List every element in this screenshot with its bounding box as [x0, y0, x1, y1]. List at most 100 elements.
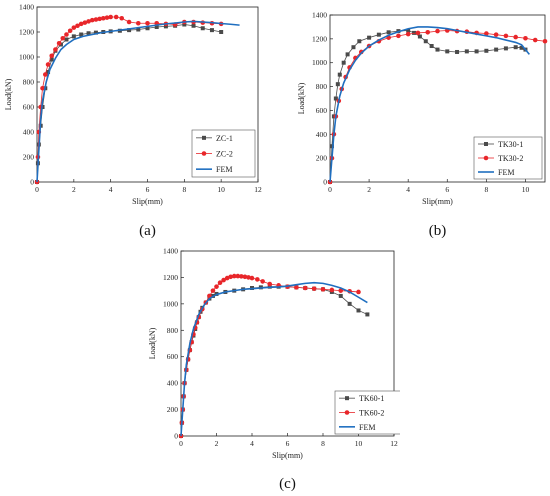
data-point	[406, 28, 411, 33]
data-point	[335, 82, 340, 87]
data-point	[239, 274, 244, 279]
x-tick-label: 6	[286, 439, 290, 448]
data-point	[182, 22, 187, 27]
data-point	[329, 144, 334, 149]
data-point	[135, 20, 141, 26]
chart-svg: 0 2 4 6 8 10 0 200 400 600 800 1000 1200 1400 Slip(mm)…	[297, 11, 548, 239]
y-tick-label: 1200	[19, 28, 34, 37]
y-tick-label: 1200	[312, 34, 327, 43]
data-point	[345, 52, 350, 57]
legend-label: ZC-2	[216, 150, 233, 159]
data-point	[64, 32, 69, 37]
data-point	[242, 274, 248, 280]
x-tick-label: 4	[406, 185, 410, 194]
data-point	[513, 45, 518, 50]
data-point	[542, 38, 548, 44]
data-point	[484, 48, 489, 53]
data-point	[423, 39, 428, 44]
x-tick-label: 10	[522, 185, 530, 194]
x-tick-label: 10	[217, 185, 225, 194]
x-tick-label: 4	[250, 439, 254, 448]
x-tick-label: 0	[179, 439, 183, 448]
data-point	[249, 275, 255, 281]
data-point	[40, 85, 45, 91]
data-point	[45, 62, 51, 67]
legend-label: FEM	[216, 165, 232, 174]
data-point	[356, 308, 361, 313]
data-point	[513, 34, 518, 40]
y-axis-label: Load(kN)	[148, 327, 157, 359]
x-axis-label: Slip(mm)	[272, 451, 303, 460]
x-tick-label: 10	[355, 439, 363, 448]
data-point	[78, 21, 84, 27]
data-point	[415, 30, 421, 36]
chart-panel-c: 0 2 4 6 8 10 12 0 200 400 600 800 1000 1200 1400 Slip(m…	[135, 243, 400, 496]
y-tick-label: 0	[30, 178, 34, 187]
data-point	[145, 26, 150, 31]
data-point	[337, 72, 342, 77]
data-point	[154, 25, 159, 29]
y-tick-label: 1000	[19, 53, 34, 62]
data-point	[294, 285, 299, 290]
series-line-fem	[329, 26, 530, 183]
data-point	[93, 30, 98, 35]
data-point	[341, 60, 346, 65]
data-point	[75, 23, 80, 29]
data-point	[64, 37, 69, 42]
data-point	[396, 33, 401, 39]
data-point	[455, 49, 460, 54]
data-point	[86, 19, 91, 24]
data-point	[224, 275, 230, 281]
legend-marker	[201, 151, 207, 156]
data-point	[163, 24, 168, 29]
data-point	[329, 287, 335, 293]
data-point	[126, 19, 132, 25]
data-point	[429, 44, 434, 49]
data-point	[464, 49, 469, 54]
y-tick-label: 800	[167, 326, 179, 335]
series-line-fem	[180, 281, 368, 437]
x-tick-label: 8	[484, 185, 488, 194]
data-point	[302, 285, 308, 291]
data-point	[221, 277, 226, 283]
data-point	[42, 72, 48, 77]
y-tick-label: 400	[23, 128, 35, 137]
y-axis-label: Load(kN)	[4, 78, 13, 110]
data-point	[97, 16, 102, 22]
data-point	[532, 37, 538, 43]
data-point	[101, 15, 106, 21]
data-point	[365, 312, 370, 317]
y-tick-label: 200	[167, 405, 179, 414]
data-point	[108, 14, 113, 20]
x-tick-label: 4	[109, 185, 113, 194]
data-point	[405, 31, 411, 37]
data-point	[367, 35, 372, 40]
data-point	[49, 53, 55, 59]
data-point	[200, 26, 205, 31]
y-tick-label: 400	[316, 130, 328, 139]
chart-panel-b: 0 2 4 6 8 10 0 200 400 600 800 1000 1200 1400 Slip(mm)…	[285, 0, 550, 245]
data-point	[219, 30, 224, 34]
x-tick-label: 2	[72, 185, 76, 194]
data-point	[231, 273, 237, 279]
data-point	[209, 28, 214, 33]
legend-marker	[345, 396, 349, 401]
data-point	[523, 35, 528, 41]
legend-marker	[484, 142, 488, 146]
data-point	[86, 31, 91, 36]
chart-svg: 0 2 4 6 8 10 12 0 200 400 600 800 1000 1200 1400 Slip(m…	[148, 247, 400, 492]
x-tick-label: 6	[146, 185, 150, 194]
panel-caption: (c)	[279, 476, 296, 492]
data-point	[145, 20, 150, 26]
y-axis-label: Load(kN)	[297, 82, 306, 114]
panel-caption: (a)	[139, 223, 156, 239]
data-point	[260, 279, 265, 284]
x-tick-label: 6	[445, 185, 449, 194]
legend-label: TK60-2	[359, 409, 384, 418]
x-tick-label: 8	[321, 439, 325, 448]
y-tick-label: 200	[23, 153, 35, 162]
data-point	[71, 34, 76, 39]
x-tick-label: 0	[328, 185, 332, 194]
data-point	[246, 275, 251, 280]
data-point	[347, 301, 352, 306]
